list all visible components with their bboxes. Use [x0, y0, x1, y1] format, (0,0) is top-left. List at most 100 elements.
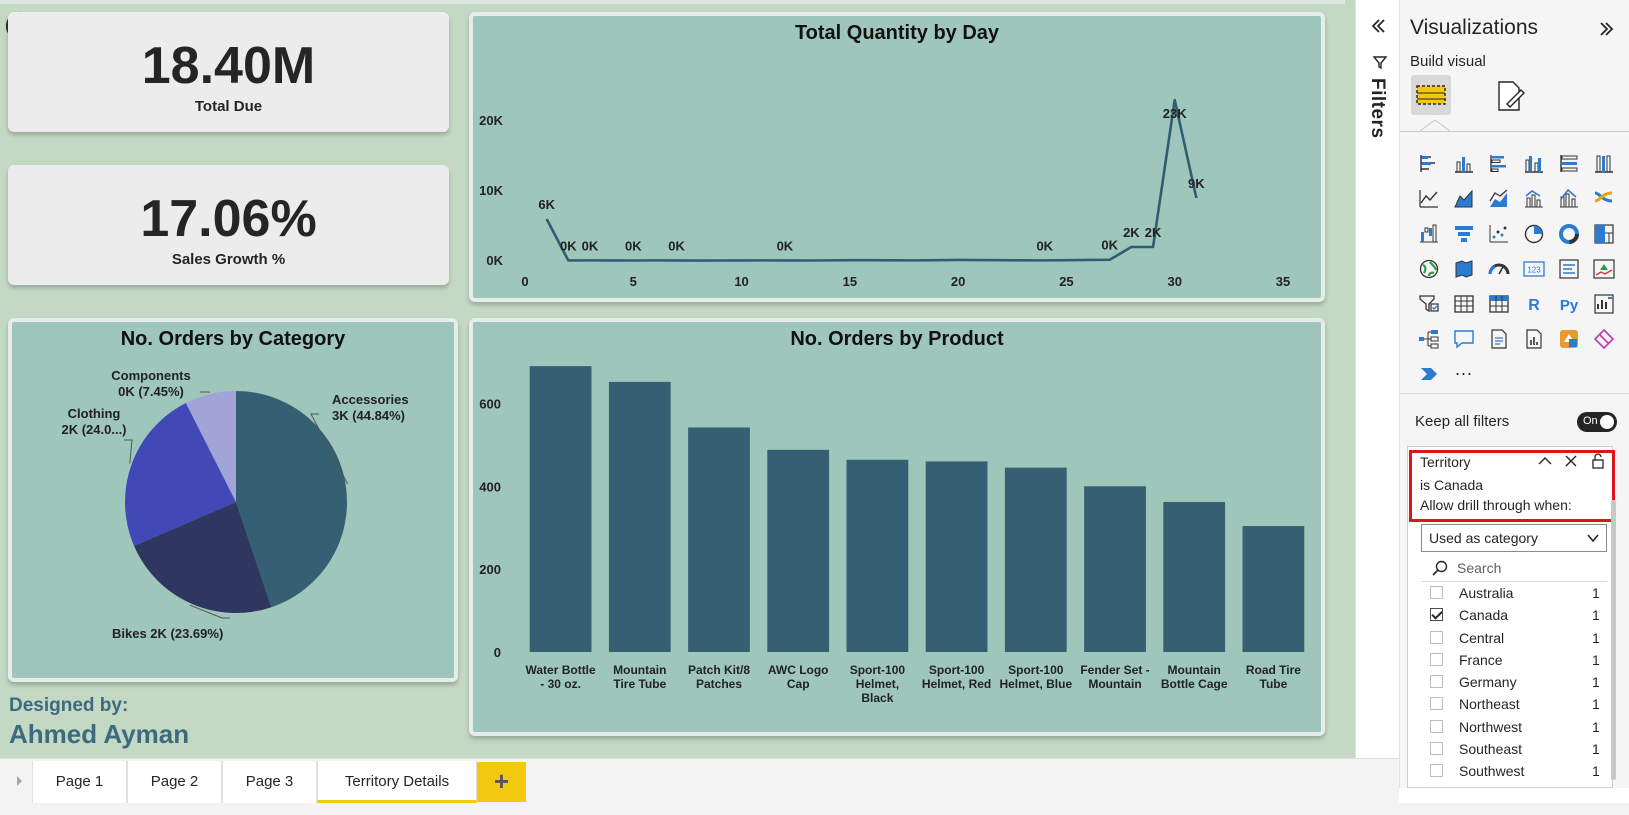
- add-page-button[interactable]: +: [477, 762, 526, 802]
- area-chart-icon[interactable]: [1446, 181, 1481, 216]
- multirow-card-icon[interactable]: [1551, 251, 1586, 286]
- decomposition-tree-icon[interactable]: [1411, 321, 1446, 356]
- table-icon[interactable]: [1446, 286, 1481, 321]
- kpi-icon[interactable]: [1586, 251, 1621, 286]
- scatter-icon[interactable]: [1481, 216, 1516, 251]
- line-clustered-icon[interactable]: [1551, 181, 1586, 216]
- chart-title: Total Quantity by Day: [794, 22, 1000, 44]
- qa-icon[interactable]: [1446, 321, 1481, 356]
- tab-page-3[interactable]: Page 3: [222, 761, 317, 803]
- pie-slice-accessories: [236, 391, 347, 608]
- tab-page-1[interactable]: Page 1: [32, 761, 127, 803]
- filter-checkbox[interactable]: [1430, 652, 1443, 666]
- kpi-label: Total Due: [194, 98, 263, 115]
- format-visual-icon[interactable]: [1493, 78, 1529, 114]
- collapse-filter-icon[interactable]: [1537, 454, 1553, 468]
- filter-list-scrollbar[interactable]: [1611, 500, 1616, 780]
- filter-item-france[interactable]: France 1: [1421, 649, 1607, 671]
- collapse-pane-icon[interactable]: [1597, 19, 1617, 39]
- paginated-report-icon[interactable]: [1516, 321, 1551, 356]
- kpi-card-sales-growth[interactable]: 17.06% Sales Growth %: [8, 165, 449, 285]
- expand-filters-icon[interactable]: [1368, 16, 1388, 36]
- filter-item-northeast[interactable]: Northeast 1: [1421, 693, 1607, 715]
- drill-condition-dropdown[interactable]: Used as category: [1421, 524, 1607, 552]
- tabs-scroll-arrow-icon[interactable]: [14, 774, 24, 788]
- python-visual-icon[interactable]: Py: [1551, 286, 1586, 321]
- clustered-column-icon[interactable]: [1516, 146, 1551, 181]
- narrative-icon[interactable]: [1481, 321, 1516, 356]
- keep-all-filters-toggle[interactable]: On: [1577, 412, 1617, 432]
- x-tick-label: - 30 oz.: [540, 677, 581, 691]
- funnel-icon[interactable]: [1446, 216, 1481, 251]
- line-column-icon[interactable]: [1516, 181, 1551, 216]
- filter-item-central[interactable]: Central 1: [1421, 627, 1607, 649]
- filter-checkbox[interactable]: [1430, 742, 1443, 756]
- bar: [925, 461, 988, 652]
- donut-chart-icon[interactable]: [1551, 216, 1586, 251]
- x-tick-label: Helmet, Red: [922, 677, 991, 691]
- data-label: 6K: [538, 197, 555, 212]
- filter-checkbox[interactable]: [1430, 719, 1443, 733]
- territory-highlight-box: [1409, 450, 1615, 522]
- filter-item-southwest[interactable]: Southwest 1: [1421, 760, 1607, 782]
- filter-item-australia[interactable]: Australia 1: [1421, 582, 1607, 604]
- lock-filter-icon[interactable]: [1590, 452, 1606, 469]
- kpi-card-total-due[interactable]: 18.40M Total Due: [8, 12, 449, 132]
- filter-field-name[interactable]: Territory: [1420, 454, 1471, 470]
- card-icon[interactable]: 123: [1516, 251, 1551, 286]
- more-visuals-button[interactable]: ···: [1454, 363, 1473, 383]
- filter-search-input[interactable]: Search: [1421, 556, 1607, 582]
- waterfall-icon[interactable]: [1411, 216, 1446, 251]
- filter-checkbox[interactable]: [1430, 764, 1443, 778]
- filter-checkbox[interactable]: [1430, 608, 1443, 622]
- active-tab-pointer: [1420, 119, 1450, 132]
- filter-item-canada[interactable]: Canada 1: [1421, 604, 1607, 626]
- filter-checkbox[interactable]: [1430, 697, 1443, 711]
- filter-funnel-icon[interactable]: [1372, 54, 1388, 70]
- tab-territory-details[interactable]: Territory Details: [317, 761, 477, 803]
- arcgis-icon[interactable]: [1411, 356, 1446, 391]
- line-chart-icon[interactable]: [1411, 181, 1446, 216]
- filter-item-northwest[interactable]: Northwest 1: [1421, 716, 1607, 738]
- x-tick-label: Tube: [1260, 677, 1288, 691]
- filters-label[interactable]: Filters: [1367, 78, 1388, 139]
- gauge-icon[interactable]: [1481, 251, 1516, 286]
- pie-chart-icon[interactable]: [1516, 216, 1551, 251]
- clustered-bar-icon[interactable]: [1481, 146, 1516, 181]
- filter-item-southeast[interactable]: Southeast 1: [1421, 738, 1607, 760]
- key-influencers-icon[interactable]: [1586, 286, 1621, 321]
- remove-filter-icon[interactable]: [1564, 454, 1578, 468]
- data-label: 0K: [582, 238, 599, 253]
- 100-bar-icon[interactable]: [1551, 146, 1586, 181]
- line-chart-panel[interactable]: Total Quantity by Day 0K 10K 20K 0 5 10 15 20 25…: [469, 12, 1325, 302]
- stacked-bar-icon[interactable]: [1411, 146, 1446, 181]
- matrix-icon[interactable]: [1481, 286, 1516, 321]
- pane-divider: [1400, 393, 1629, 394]
- tab-page-2[interactable]: Page 2: [127, 761, 222, 803]
- stacked-column-icon[interactable]: [1446, 146, 1481, 181]
- bar: [1004, 467, 1067, 652]
- stacked-area-icon[interactable]: [1481, 181, 1516, 216]
- kpi-label: Sales Growth %: [171, 251, 286, 268]
- build-visual-tab[interactable]: [1411, 75, 1451, 115]
- filter-checkbox[interactable]: [1430, 586, 1443, 599]
- power-apps-icon[interactable]: [1551, 321, 1586, 356]
- x-tick-label: 15: [843, 274, 857, 289]
- filter-checkbox[interactable]: [1430, 630, 1443, 644]
- power-automate-icon[interactable]: [1586, 321, 1621, 356]
- slicer-icon[interactable]: [1411, 286, 1446, 321]
- x-tick-label: Helmet,: [856, 677, 899, 691]
- filled-map-icon[interactable]: [1446, 251, 1481, 286]
- x-tick-label: Sport-100: [1008, 663, 1064, 677]
- 100-column-icon[interactable]: [1586, 146, 1621, 181]
- bar-chart-panel[interactable]: No. Orders by Product 0 200 400 600 Water Bo…: [469, 318, 1325, 736]
- r-visual-icon[interactable]: R: [1516, 286, 1551, 321]
- ribbon-chart-icon[interactable]: [1586, 181, 1621, 216]
- map-icon[interactable]: [1411, 251, 1446, 286]
- x-tick-label: 20: [951, 274, 965, 289]
- filter-item-count: 1: [1592, 718, 1600, 735]
- filter-item-germany[interactable]: Germany 1: [1421, 671, 1607, 693]
- pie-chart-panel[interactable]: No. Orders by Category Accessories 3K (44…: [8, 318, 458, 682]
- filter-checkbox[interactable]: [1430, 675, 1443, 689]
- treemap-icon[interactable]: [1586, 216, 1621, 251]
